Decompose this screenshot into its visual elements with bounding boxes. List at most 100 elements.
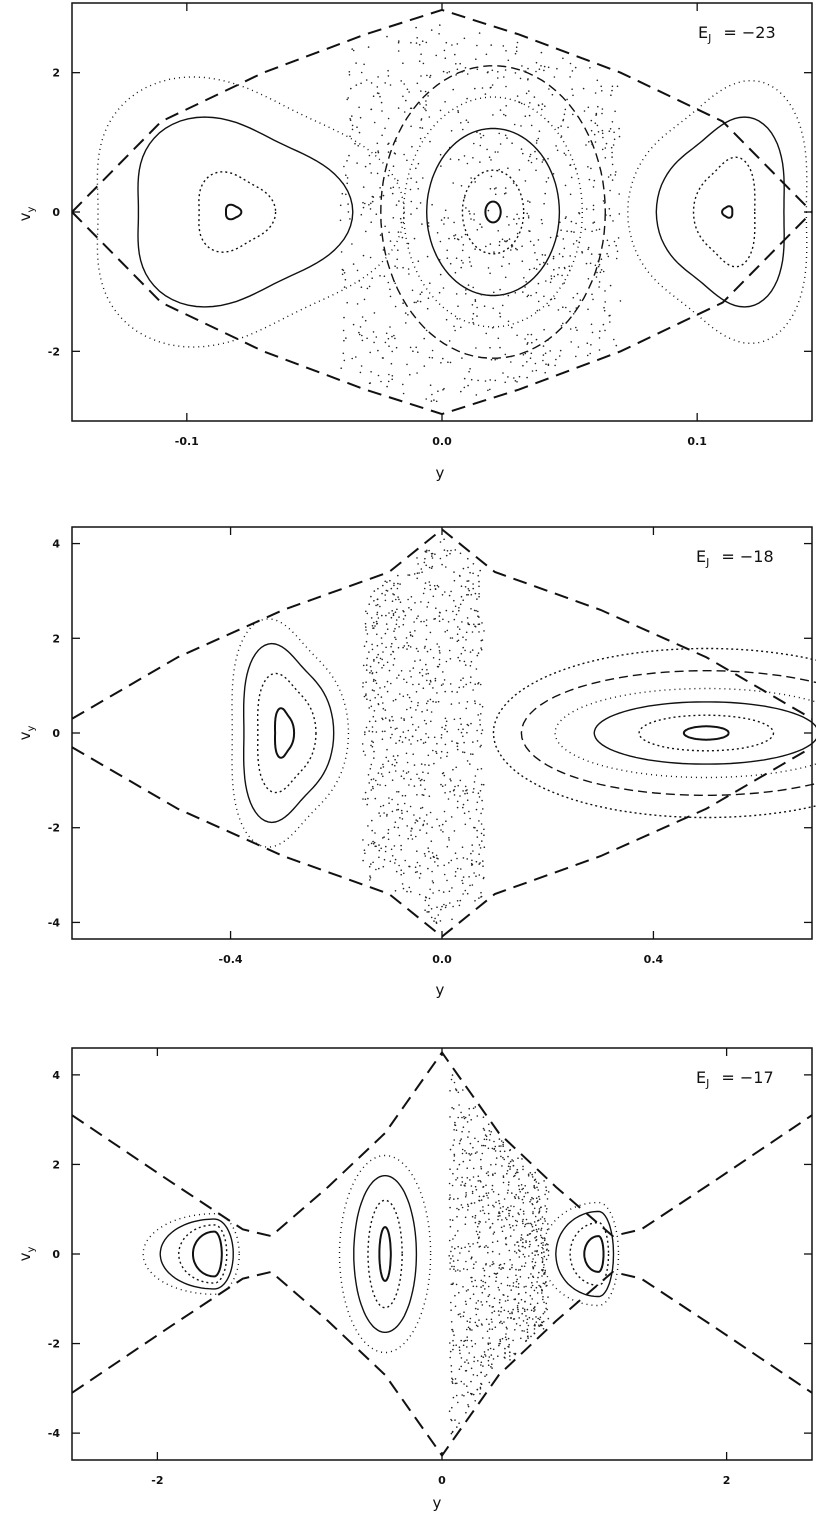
orbit-point xyxy=(420,807,422,810)
orbit-point xyxy=(462,686,465,688)
orbit-point xyxy=(391,192,394,195)
orbit-point xyxy=(410,827,413,830)
orbit-point xyxy=(482,783,485,786)
orbit-point xyxy=(497,1355,499,1357)
orbit-point xyxy=(481,729,484,731)
orbit-point xyxy=(372,843,375,845)
orbit-point xyxy=(460,595,463,598)
orbit-point xyxy=(453,1198,455,1200)
orbit-point xyxy=(456,691,459,693)
orbit-point xyxy=(457,1259,459,1262)
orbit-point xyxy=(466,1385,468,1387)
orbit-point xyxy=(373,658,375,661)
orbit-point xyxy=(462,790,464,792)
orbit-point xyxy=(470,660,473,663)
orbit-point xyxy=(460,652,463,655)
orbit-point xyxy=(497,337,500,340)
orbit-point xyxy=(469,884,471,887)
orbit-point xyxy=(523,1225,526,1228)
orbit-point xyxy=(405,637,408,639)
orbit-point xyxy=(456,857,458,860)
orbit-point xyxy=(452,1172,454,1175)
orbit-point xyxy=(534,1323,536,1326)
orbit-point xyxy=(570,341,572,343)
orbit-point xyxy=(546,263,549,265)
orbit-point xyxy=(466,1346,468,1348)
orbit-point xyxy=(459,575,461,577)
orbit-point xyxy=(487,1343,490,1346)
orbit-point xyxy=(539,1286,542,1288)
orbit-point xyxy=(439,153,442,156)
orbit-point xyxy=(507,1206,509,1209)
orbit-point xyxy=(474,1137,476,1140)
orbit-point xyxy=(556,235,559,237)
orbit-point xyxy=(432,855,435,858)
orbit-point xyxy=(380,637,383,639)
orbit-point xyxy=(385,589,388,592)
orbit-point xyxy=(541,222,543,225)
orbit-point xyxy=(464,1246,466,1249)
orbit-point xyxy=(391,335,393,338)
orbit-point xyxy=(614,110,616,113)
orbit-point xyxy=(479,1386,482,1389)
orbit-point xyxy=(479,1393,481,1395)
orbit-point xyxy=(436,665,439,668)
orbit-point xyxy=(442,70,445,73)
orbit-point xyxy=(471,304,474,306)
orbit-point xyxy=(485,1184,487,1187)
orbit-point xyxy=(448,1239,451,1242)
orbit-point xyxy=(543,69,545,72)
orbit-point xyxy=(537,1189,539,1191)
orbit-point xyxy=(395,761,398,764)
orbit-point xyxy=(474,1343,477,1345)
orbit-point xyxy=(458,158,460,161)
energy-annotation: EJ = −18 xyxy=(696,547,774,569)
orbit-point xyxy=(408,696,411,699)
orbit-point xyxy=(526,1322,528,1324)
orbit-point xyxy=(609,128,612,130)
orbit-point xyxy=(393,593,395,596)
orbit-point xyxy=(425,398,428,400)
orbit-point xyxy=(491,1367,493,1369)
orbit-point xyxy=(409,346,412,349)
orbit-point xyxy=(416,82,419,85)
orbit-point xyxy=(487,1359,490,1362)
orbit-point xyxy=(480,1355,483,1357)
orbit-point xyxy=(493,1148,495,1150)
orbit-point xyxy=(459,717,462,720)
orbit-point xyxy=(430,840,433,842)
orbit-point xyxy=(502,1143,504,1146)
orbit-point xyxy=(483,1212,486,1215)
orbit-point xyxy=(391,763,394,766)
orbit-point xyxy=(496,358,498,360)
orbit-point xyxy=(502,1267,505,1269)
orbit-point xyxy=(407,771,410,773)
orbit-point xyxy=(421,291,423,294)
orbit-point xyxy=(606,252,608,255)
orbit-point xyxy=(423,620,425,623)
orbit-point xyxy=(610,146,613,149)
orbit-point xyxy=(523,70,525,72)
orbit-point xyxy=(433,585,436,587)
orbit-point xyxy=(450,1078,453,1081)
orbit-point xyxy=(351,243,353,245)
orbit-point xyxy=(412,753,415,755)
orbit-point xyxy=(373,590,376,592)
orbit-point xyxy=(370,763,373,766)
orbit-point xyxy=(393,630,395,632)
orbit-point xyxy=(547,1249,550,1252)
orbit-point xyxy=(457,626,459,628)
orbit-point xyxy=(384,82,387,84)
orbit-point xyxy=(480,1323,483,1325)
orbit-point xyxy=(501,1230,504,1233)
invariant-curve xyxy=(520,670,816,796)
orbit-point xyxy=(611,156,613,158)
orbit-point xyxy=(522,1307,524,1309)
orbit-point xyxy=(392,217,395,219)
orbit-point xyxy=(400,873,403,876)
orbit-point xyxy=(482,1280,484,1283)
orbit-point xyxy=(545,1281,547,1283)
orbit-point xyxy=(479,683,482,686)
orbit-point xyxy=(458,1368,461,1370)
orbit-point xyxy=(358,131,361,134)
